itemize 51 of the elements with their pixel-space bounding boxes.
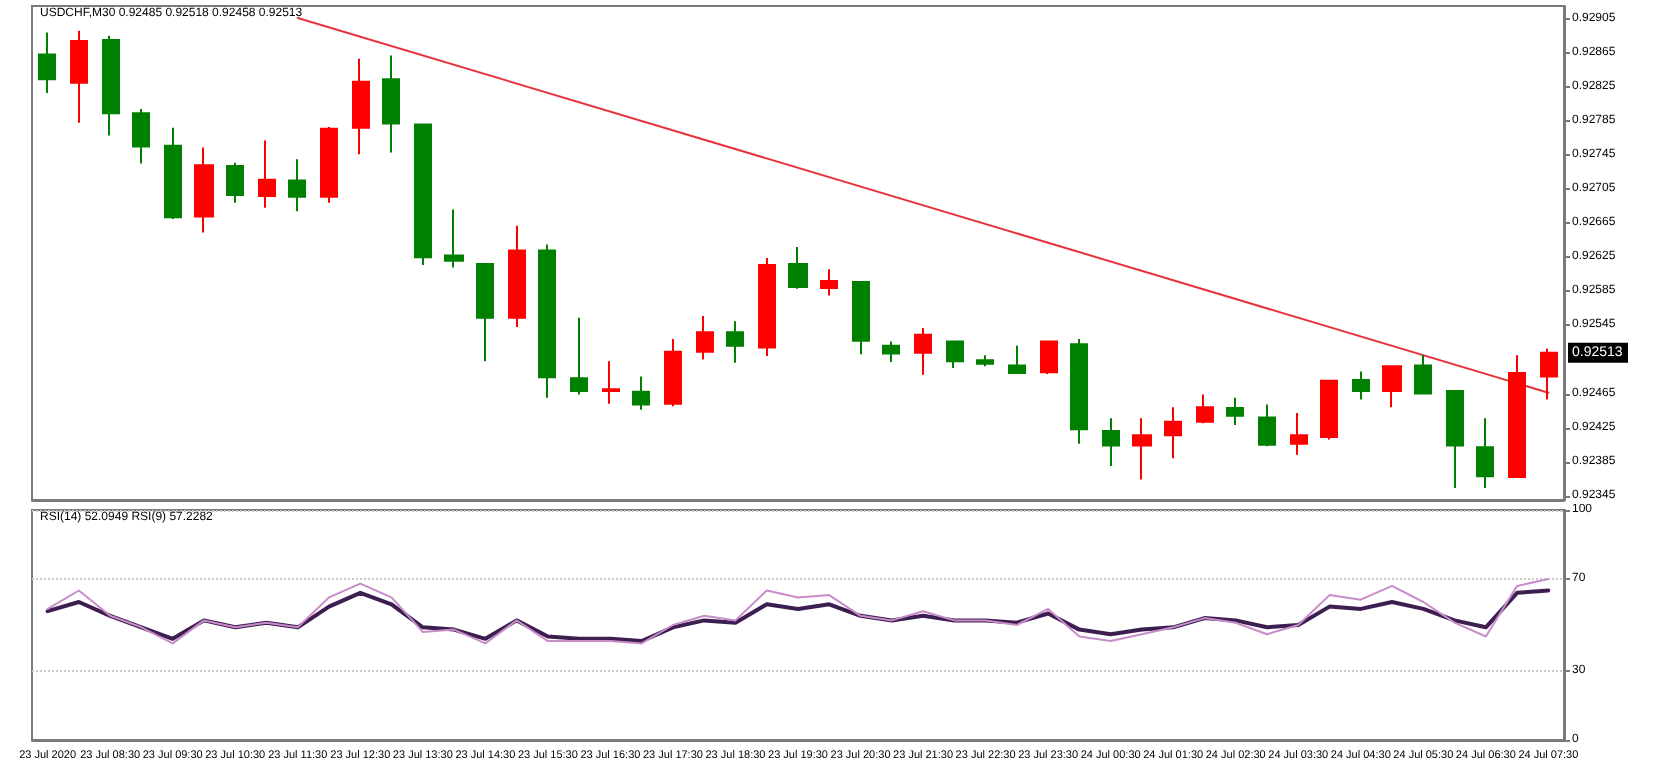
candlestick	[632, 375, 650, 411]
candlestick	[382, 54, 400, 154]
candlestick	[602, 360, 620, 405]
candlestick	[38, 31, 56, 94]
candlestick	[226, 161, 244, 204]
candlestick	[102, 34, 120, 137]
candlestick	[352, 57, 370, 156]
candlestick	[1196, 393, 1214, 425]
candlestick	[194, 146, 214, 234]
candlestick	[1040, 339, 1058, 375]
candlestick	[414, 122, 432, 266]
candlestick	[788, 246, 808, 290]
candlestick	[946, 339, 964, 369]
candlestick	[1226, 396, 1244, 427]
candlestick	[1382, 364, 1402, 409]
candlestick	[320, 125, 338, 204]
candlestick	[1508, 354, 1526, 479]
candlestick	[1008, 344, 1026, 375]
candlestick	[570, 316, 588, 396]
candlestick	[852, 280, 870, 356]
candlestick	[1258, 403, 1276, 448]
line-series	[45, 588, 1551, 644]
candlestick	[758, 257, 776, 358]
candlestick	[164, 126, 182, 220]
candlestick	[914, 326, 932, 376]
candlestick	[664, 338, 682, 408]
candlestick	[1476, 417, 1494, 490]
candlestick	[288, 158, 306, 213]
candlestick	[1102, 417, 1120, 467]
candlestick	[508, 224, 526, 329]
candlestick	[820, 268, 838, 297]
candlestick	[258, 139, 276, 209]
candlestick	[1132, 417, 1152, 481]
candlestick	[976, 354, 994, 368]
candlestick	[1446, 389, 1464, 490]
candlestick	[70, 29, 88, 124]
candlestick	[1070, 338, 1088, 445]
candlestick	[538, 243, 556, 399]
candlestick	[1164, 406, 1182, 460]
candlestick	[1540, 347, 1558, 401]
candlestick	[1414, 354, 1432, 396]
candlestick	[882, 340, 900, 364]
candlestick	[1290, 412, 1308, 456]
candlestick	[476, 262, 494, 363]
candlestick	[132, 108, 150, 165]
candlestick	[696, 315, 714, 361]
candlestick	[1352, 370, 1370, 401]
line-series	[46, 578, 1550, 645]
candlestick	[726, 320, 744, 364]
candlestick	[444, 208, 464, 269]
candlestick	[1320, 378, 1338, 441]
